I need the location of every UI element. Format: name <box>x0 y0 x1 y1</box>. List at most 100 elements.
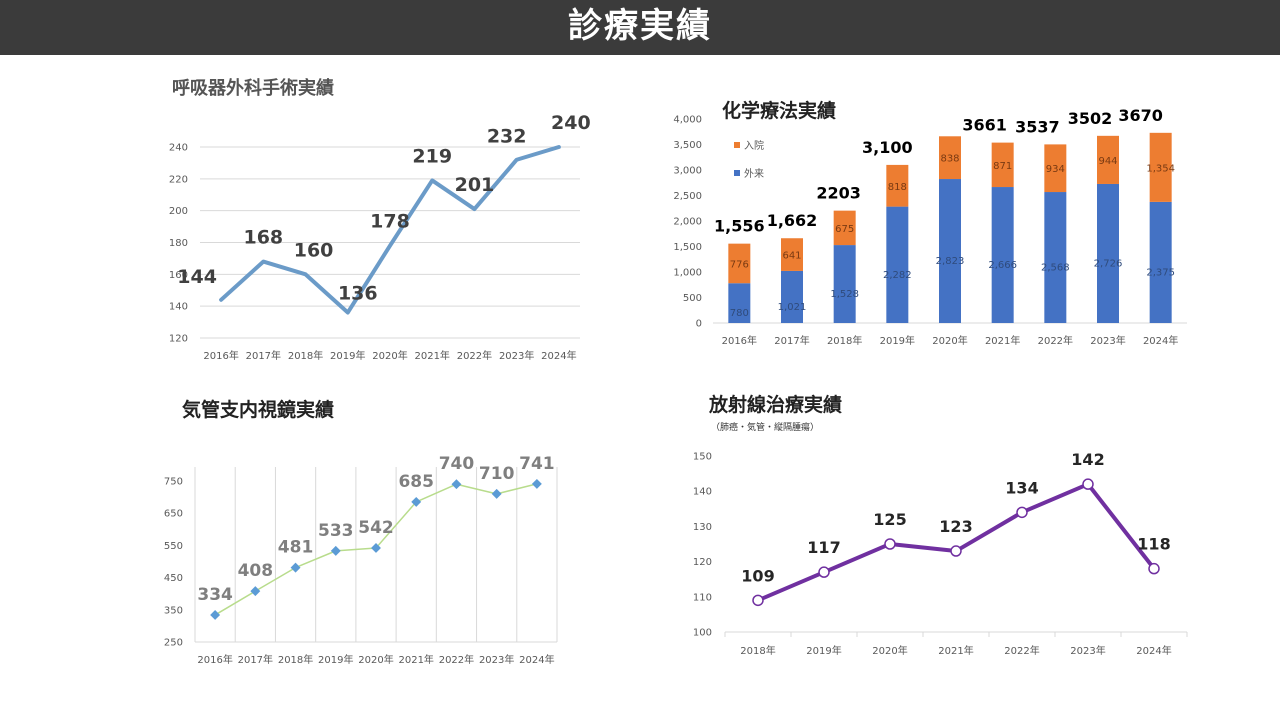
radio-ytick-label: 120 <box>693 557 712 568</box>
surgery-ytick-label: 220 <box>169 174 188 185</box>
bronch-ytick-label: 550 <box>164 541 183 552</box>
chemo-inpatient-data-label: 1,354 <box>1146 163 1175 174</box>
chemo-bar-inpatient <box>939 136 961 180</box>
bronch-data-label: 710 <box>479 464 515 484</box>
chemo-bar-outpatient <box>886 206 909 323</box>
chemo-ytick-label: 0 <box>696 319 702 330</box>
bronch-data-label: 685 <box>398 472 434 492</box>
chemo-bar-inpatient <box>886 164 909 207</box>
chemo-total-label: 2203 <box>816 184 861 203</box>
chemo-outpatient-data-label: 780 <box>730 308 749 319</box>
bronch-x-category-label: 2024年 <box>519 653 554 666</box>
chemo-inpatient-data-label: 944 <box>1098 156 1117 167</box>
bronch-ytick-label: 350 <box>164 605 183 616</box>
surgery-x-category-label: 2017年 <box>246 349 281 362</box>
radio-data-label: 118 <box>1137 535 1170 554</box>
chemo-bar-outpatient <box>728 283 751 323</box>
chemo-inpatient-data-label: 934 <box>1046 164 1065 175</box>
radio-ytick-label: 130 <box>693 522 712 533</box>
radio-x-category-label: 2021年 <box>938 644 973 657</box>
surgery-data-label: 219 <box>412 145 452 167</box>
chemo-x-category-label: 2019年 <box>880 334 915 347</box>
radio-data-point <box>818 566 830 578</box>
bronch-ytick-label: 650 <box>164 509 183 520</box>
chemo-ytick-label: 3,000 <box>673 166 702 177</box>
bronch-data-label: 741 <box>519 454 555 474</box>
surgery-x-category-label: 2023年 <box>499 349 534 362</box>
bronch-data-label: 334 <box>197 585 233 605</box>
chemo-legend-inpatient-swatch <box>734 142 740 148</box>
surgery-ytick-label: 180 <box>169 238 188 249</box>
chemo-x-category-label: 2024年 <box>1143 334 1178 347</box>
chemo-outpatient-data-label: 2,568 <box>1041 263 1070 274</box>
bronch-data-point <box>250 586 261 597</box>
chemo-bar-outpatient <box>1044 192 1067 323</box>
surgery-x-category-label: 2019年 <box>330 349 365 362</box>
bronch-data-label: 481 <box>278 538 314 558</box>
bronch-x-category-label: 2017年 <box>238 653 273 666</box>
radio-data-label: 134 <box>1005 478 1038 497</box>
surgery-chart-title: 呼吸器外科手術実績 <box>172 78 334 99</box>
radio-data-point <box>1148 562 1160 575</box>
radio-chart-subtitle: （肺癌・気管・縦隔腫瘍） <box>711 423 820 433</box>
bronch-data-label: 740 <box>439 454 475 474</box>
bronch-data-label: 533 <box>318 521 354 541</box>
bronch-data-label: 542 <box>358 518 394 538</box>
chemo-bar-outpatient <box>781 270 803 323</box>
radio-data-point <box>752 594 764 607</box>
chemo-total-label: 3502 <box>1068 109 1113 128</box>
bronch-data-point <box>411 496 422 507</box>
surgery-x-category-label: 2024年 <box>541 349 576 362</box>
surgery-x-category-label: 2021年 <box>414 349 449 362</box>
bronch-x-category-label: 2016年 <box>197 653 232 666</box>
chemo-legend-outpatient-swatch <box>734 170 740 176</box>
chemo-bar-outpatient <box>1097 183 1119 323</box>
surgery-ytick-label: 140 <box>169 302 188 313</box>
surgery-ytick-label: 240 <box>169 143 188 154</box>
chemo-total-label: 1,556 <box>714 217 765 236</box>
chemo-ytick-label: 3,500 <box>673 140 702 151</box>
bronch-data-point <box>451 479 462 490</box>
bronch-x-category-label: 2022年 <box>439 653 474 666</box>
chemo-bar-inpatient <box>991 142 1014 188</box>
chemo-ytick-label: 4,000 <box>673 115 702 126</box>
chemo-inpatient-data-label: 641 <box>782 251 801 262</box>
bronch-data-point <box>531 478 542 489</box>
chemo-bar-inpatient <box>1097 135 1119 184</box>
bronch-data-point <box>371 543 381 553</box>
chemo-x-category-label: 2023年 <box>1090 334 1125 347</box>
chemo-x-category-label: 2022年 <box>1038 334 1073 347</box>
radio-x-category-label: 2018年 <box>740 644 775 657</box>
bronch-x-category-label: 2023年 <box>479 653 514 666</box>
radio-data-point <box>1082 478 1094 490</box>
surgery-data-label: 144 <box>177 266 217 288</box>
chemo-bar-outpatient <box>1149 201 1172 323</box>
surgery-ytick-label: 200 <box>169 206 188 217</box>
bronch-ytick-label: 250 <box>164 638 183 649</box>
chemo-outpatient-data-label: 1,528 <box>830 289 859 300</box>
chemo-inpatient-data-label: 818 <box>888 182 907 193</box>
radio-data-label: 109 <box>741 566 774 585</box>
chemo-bar-inpatient <box>1149 132 1172 202</box>
radio-data-label: 117 <box>807 538 840 557</box>
chemo-x-category-label: 2016年 <box>722 334 757 347</box>
radio-data-label: 142 <box>1071 450 1104 469</box>
bronch-x-category-label: 2021年 <box>398 653 433 666</box>
chemo-bar-inpatient <box>833 210 856 246</box>
chemo-ytick-label: 2,000 <box>673 217 702 228</box>
surgery-data-label: 136 <box>338 283 378 305</box>
chemo-total-label: 3,100 <box>862 138 913 157</box>
surgery-data-label: 178 <box>370 211 410 233</box>
bronch-chart-title: 気管支内視鏡実績 <box>182 399 335 421</box>
bronch-x-category-label: 2019年 <box>318 653 353 666</box>
chemo-x-category-label: 2018年 <box>827 334 862 347</box>
chemo-x-category-label: 2021年 <box>985 334 1020 347</box>
bronch-ytick-label: 450 <box>164 573 183 584</box>
surgery-data-label: 240 <box>551 112 591 134</box>
bronch-ytick-label: 750 <box>164 477 183 488</box>
chemo-outpatient-data-label: 1,021 <box>778 302 807 313</box>
chemo-outpatient-data-label: 2,726 <box>1094 258 1123 269</box>
radio-x-category-label: 2024年 <box>1136 644 1171 657</box>
chemo-legend-inpatient-label: 入院 <box>744 139 764 152</box>
